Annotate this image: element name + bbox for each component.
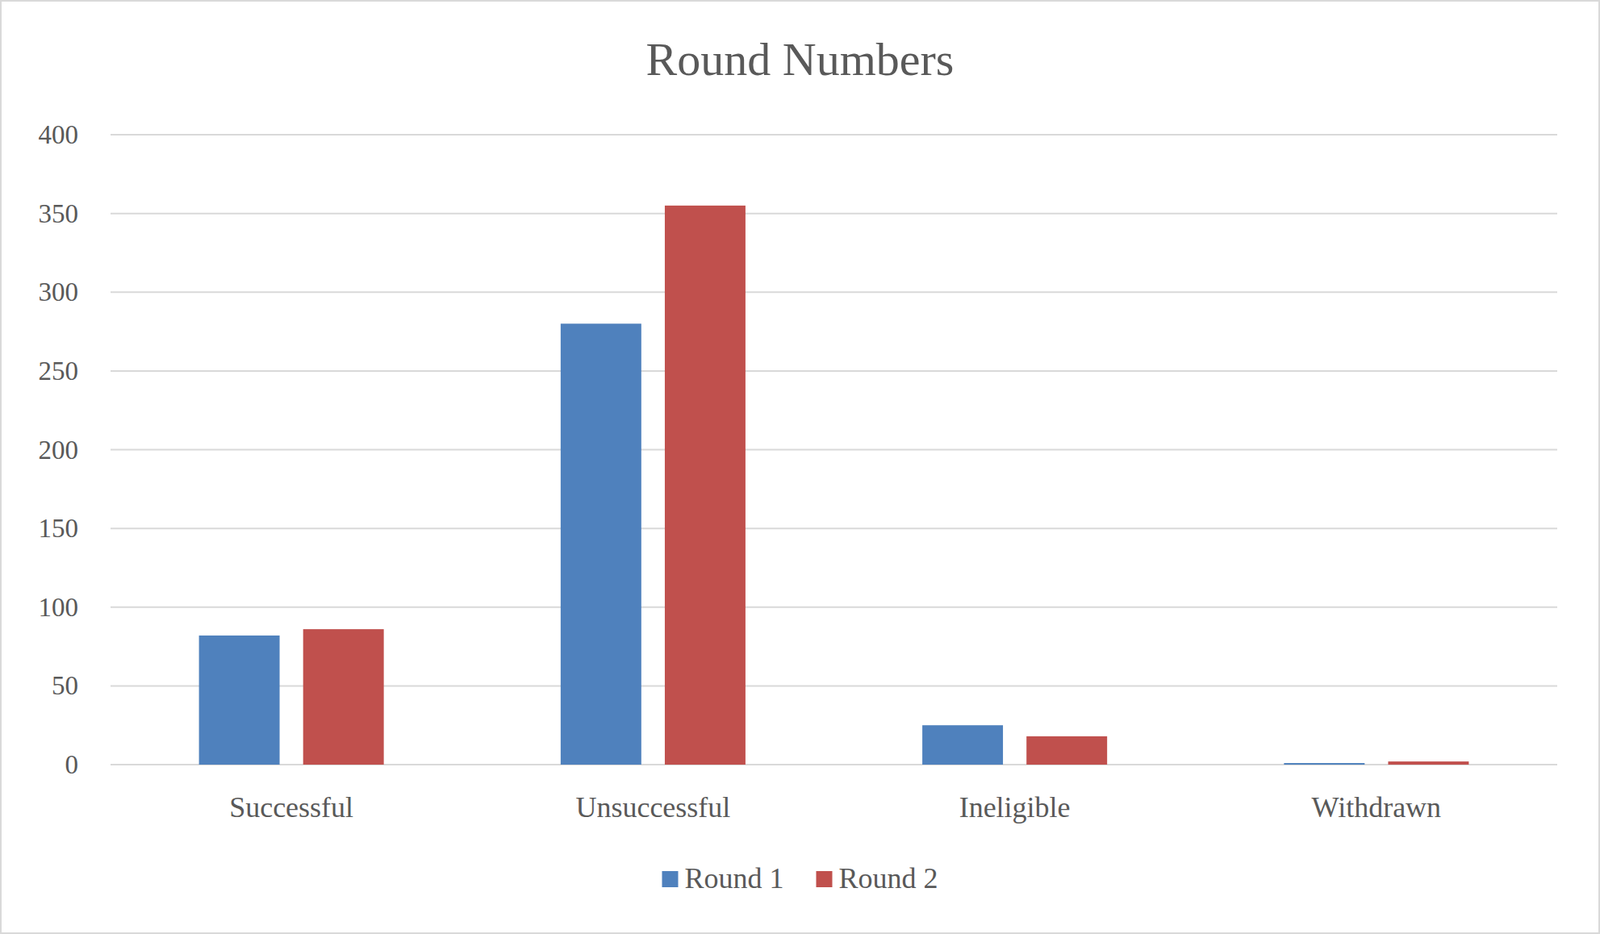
bar — [1026, 736, 1108, 765]
grid-line — [110, 527, 1558, 530]
legend-label: Round 1 — [684, 862, 784, 895]
y-tick-label: 300 — [38, 277, 80, 307]
chart: Round Numbers 0 50 100 150 200 250 300 350 400 Suc… — [0, 0, 1600, 934]
title: Round Numbers — [646, 33, 955, 86]
grid-line — [110, 370, 1558, 372]
grid-line — [110, 291, 1558, 293]
y-tick-label: 350 — [38, 199, 80, 229]
y-tick-label: 150 — [38, 513, 80, 544]
bars — [199, 205, 1470, 765]
y-tick-label: 100 — [38, 593, 80, 623]
bar — [664, 205, 746, 765]
bar — [199, 635, 280, 765]
y-tick-label: 400 — [38, 120, 80, 150]
y-tick-label: 0 — [65, 750, 80, 780]
y-tick-label: 50 — [51, 671, 79, 701]
x-tick-label: Successful — [229, 791, 354, 824]
grid-line — [110, 606, 1558, 609]
bar — [560, 323, 642, 765]
x-tick-label: Ineligible — [959, 791, 1071, 824]
legend: Round 1 Round 2 — [661, 862, 938, 895]
x-tick-label: Unsuccessful — [575, 791, 731, 824]
legend-swatch — [661, 871, 678, 888]
grid-line — [110, 449, 1558, 452]
chart-border — [0, 0, 1600, 934]
grid-line — [110, 133, 1558, 136]
bar — [922, 725, 1003, 765]
bar — [1387, 761, 1469, 765]
y-tick-label: 200 — [38, 435, 80, 465]
legend-swatch — [816, 871, 833, 888]
y-axis-range — [110, 134, 112, 765]
x-tick-label: Withdrawn — [1311, 791, 1442, 824]
grid-line — [110, 213, 1558, 215]
legend-label: Round 2 — [839, 862, 939, 895]
bar — [303, 629, 385, 765]
y-tick-label: 250 — [38, 356, 80, 386]
bar — [1283, 763, 1365, 765]
